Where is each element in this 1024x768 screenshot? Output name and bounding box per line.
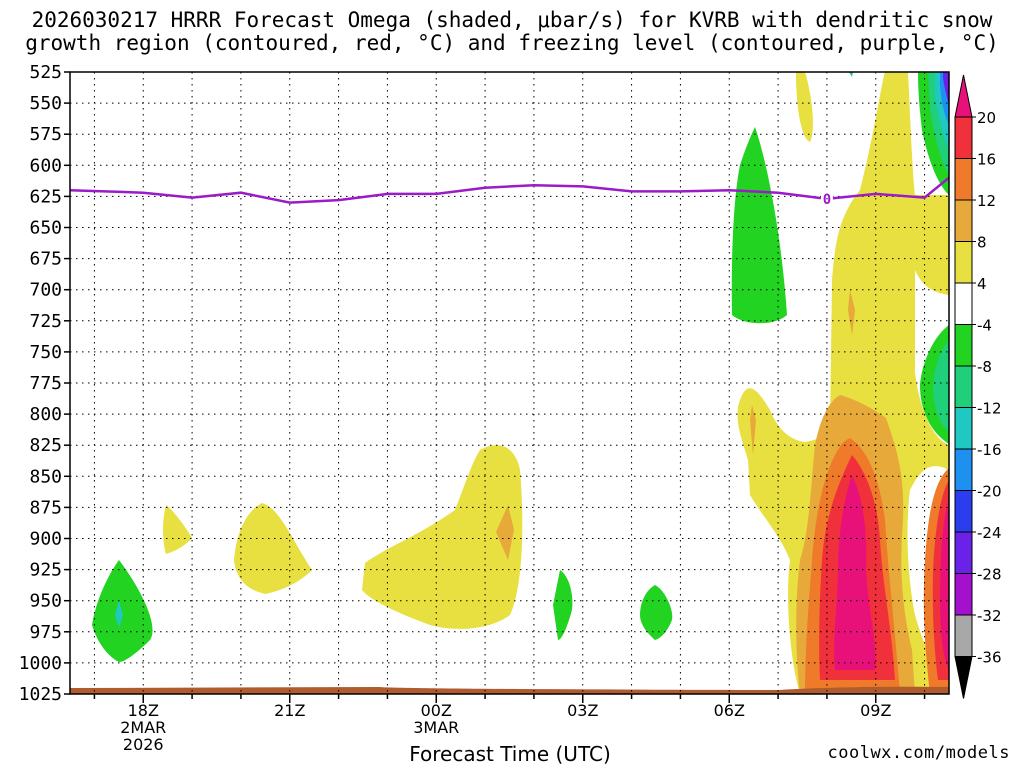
x-tick-label: 06Z xyxy=(714,701,745,720)
y-tick-label: 875 xyxy=(29,497,62,518)
colorbar-swatch xyxy=(954,74,973,118)
omega-ascent-03z xyxy=(553,570,573,640)
colorbar: 20 16 12 8 4 -4 -8 -12 -16 -20 -24 -28 -32 -36 xyxy=(954,74,1002,699)
x-tick-label: 00Z xyxy=(421,701,452,720)
x-tick-label: 2026 xyxy=(123,735,164,754)
colorbar-label: 8 xyxy=(977,234,987,252)
freezing-level-contour: 0 xyxy=(69,176,950,208)
colorbar-label: -24 xyxy=(977,524,1002,542)
colorbar-swatch xyxy=(954,365,973,408)
colorbar-swatch xyxy=(954,531,973,574)
x-tick-label: 3MAR xyxy=(413,718,459,737)
x-tick-label: 21Z xyxy=(274,701,305,720)
y-tick-label: 775 xyxy=(29,373,62,394)
x-tick-label: 03Z xyxy=(567,701,598,720)
omega-descent-magenta-09z xyxy=(834,475,876,670)
omega-ascent-mid-10z-teal xyxy=(933,340,949,432)
x-axis-title: Forecast Time (UTC) xyxy=(409,742,611,766)
y-tick-label: 600 xyxy=(29,155,62,176)
omega-descent-sliver-09z xyxy=(848,290,855,335)
colorbar-label: -20 xyxy=(977,483,1002,501)
omega-descent-upper-0815z xyxy=(796,72,813,142)
y-tick-label: 525 xyxy=(29,62,62,83)
omega-descent-21z xyxy=(234,503,312,594)
y-tick-label: 700 xyxy=(29,280,62,301)
colorbar-swatch xyxy=(954,407,973,450)
colorbar-label: 4 xyxy=(977,275,987,293)
y-tick-label: 1025 xyxy=(19,684,62,705)
colorbar-swatch xyxy=(954,116,973,159)
omega-ascent-18z-core xyxy=(115,600,123,628)
colorbar-label: -32 xyxy=(977,607,1002,625)
colorbar-label: -12 xyxy=(977,400,1002,418)
y-tick-label: 675 xyxy=(29,249,62,270)
x-tick-label: 09Z xyxy=(860,701,891,720)
y-tick-label: 950 xyxy=(29,591,62,612)
grid-lines xyxy=(70,72,949,694)
freezing-level-line xyxy=(69,176,950,204)
colorbar-swatch xyxy=(954,448,973,491)
omega-ascent-upper-10z-purple xyxy=(943,72,949,105)
colorbar-label: -28 xyxy=(977,566,1002,584)
y-tick-label: 800 xyxy=(29,404,62,425)
colorbar-swatch xyxy=(954,614,973,657)
omega-descent-00z xyxy=(362,445,523,629)
omega-descent-magenta-1045z xyxy=(940,500,949,670)
colorbar-label: -4 xyxy=(977,317,992,335)
credit-text: coolwx.com/models xyxy=(827,743,1010,763)
colorbar-label: 20 xyxy=(977,109,996,127)
colorbar-swatch xyxy=(954,324,973,367)
freezing-label-bg xyxy=(820,189,833,208)
y-axis: 525 550 575 600 625 650 675 700 725 750 775 800 825 8… xyxy=(19,62,70,705)
chart-title-line-1: 2026030217 HRRR Forecast Omega (shaded, … xyxy=(31,8,993,32)
x-tick-label: 2MAR xyxy=(120,718,166,737)
omega-ascent-0445z xyxy=(640,585,673,640)
colorbar-label: 12 xyxy=(977,192,996,210)
y-tick-label: 575 xyxy=(29,124,62,145)
x-tick-label: 18Z xyxy=(128,701,159,720)
colorbar-label: -16 xyxy=(977,441,1002,459)
colorbar-swatch xyxy=(954,241,973,284)
y-tick-label: 825 xyxy=(29,435,62,456)
y-tick-label: 1000 xyxy=(19,653,62,674)
omega-ascent-0730z xyxy=(731,127,787,324)
colorbar-swatch xyxy=(954,573,973,616)
chart-title-line-2: growth region (contoured, red, °C) and f… xyxy=(25,31,999,55)
y-tick-label: 900 xyxy=(29,529,62,550)
omega-descent-02z-core xyxy=(496,505,514,560)
y-tick-label: 850 xyxy=(29,466,62,487)
colorbar-label: 16 xyxy=(977,151,996,169)
omega-ascent-top-09z xyxy=(849,72,853,77)
colorbar-label: -36 xyxy=(977,649,1002,667)
freezing-level-label: 0 xyxy=(823,192,831,208)
y-tick-label: 550 xyxy=(29,93,62,114)
y-tick-label: 625 xyxy=(29,186,62,207)
terrain-surface xyxy=(70,686,949,694)
y-tick-label: 975 xyxy=(29,622,62,643)
colorbar-swatch xyxy=(954,199,973,242)
y-tick-label: 925 xyxy=(29,560,62,581)
colorbar-swatch xyxy=(954,282,973,325)
colorbar-swatch xyxy=(954,490,973,533)
y-tick-label: 750 xyxy=(29,342,62,363)
omega-shading xyxy=(92,72,949,694)
colorbar-label: -8 xyxy=(977,358,992,376)
omega-descent-19z xyxy=(163,505,192,554)
colorbar-swatch xyxy=(954,158,973,201)
omega-ascent-18z xyxy=(92,560,153,662)
y-tick-label: 650 xyxy=(29,218,62,239)
y-tick-label: 725 xyxy=(29,311,62,332)
colorbar-swatch xyxy=(954,656,973,699)
omega-descent-sliver-0740z xyxy=(750,405,756,455)
